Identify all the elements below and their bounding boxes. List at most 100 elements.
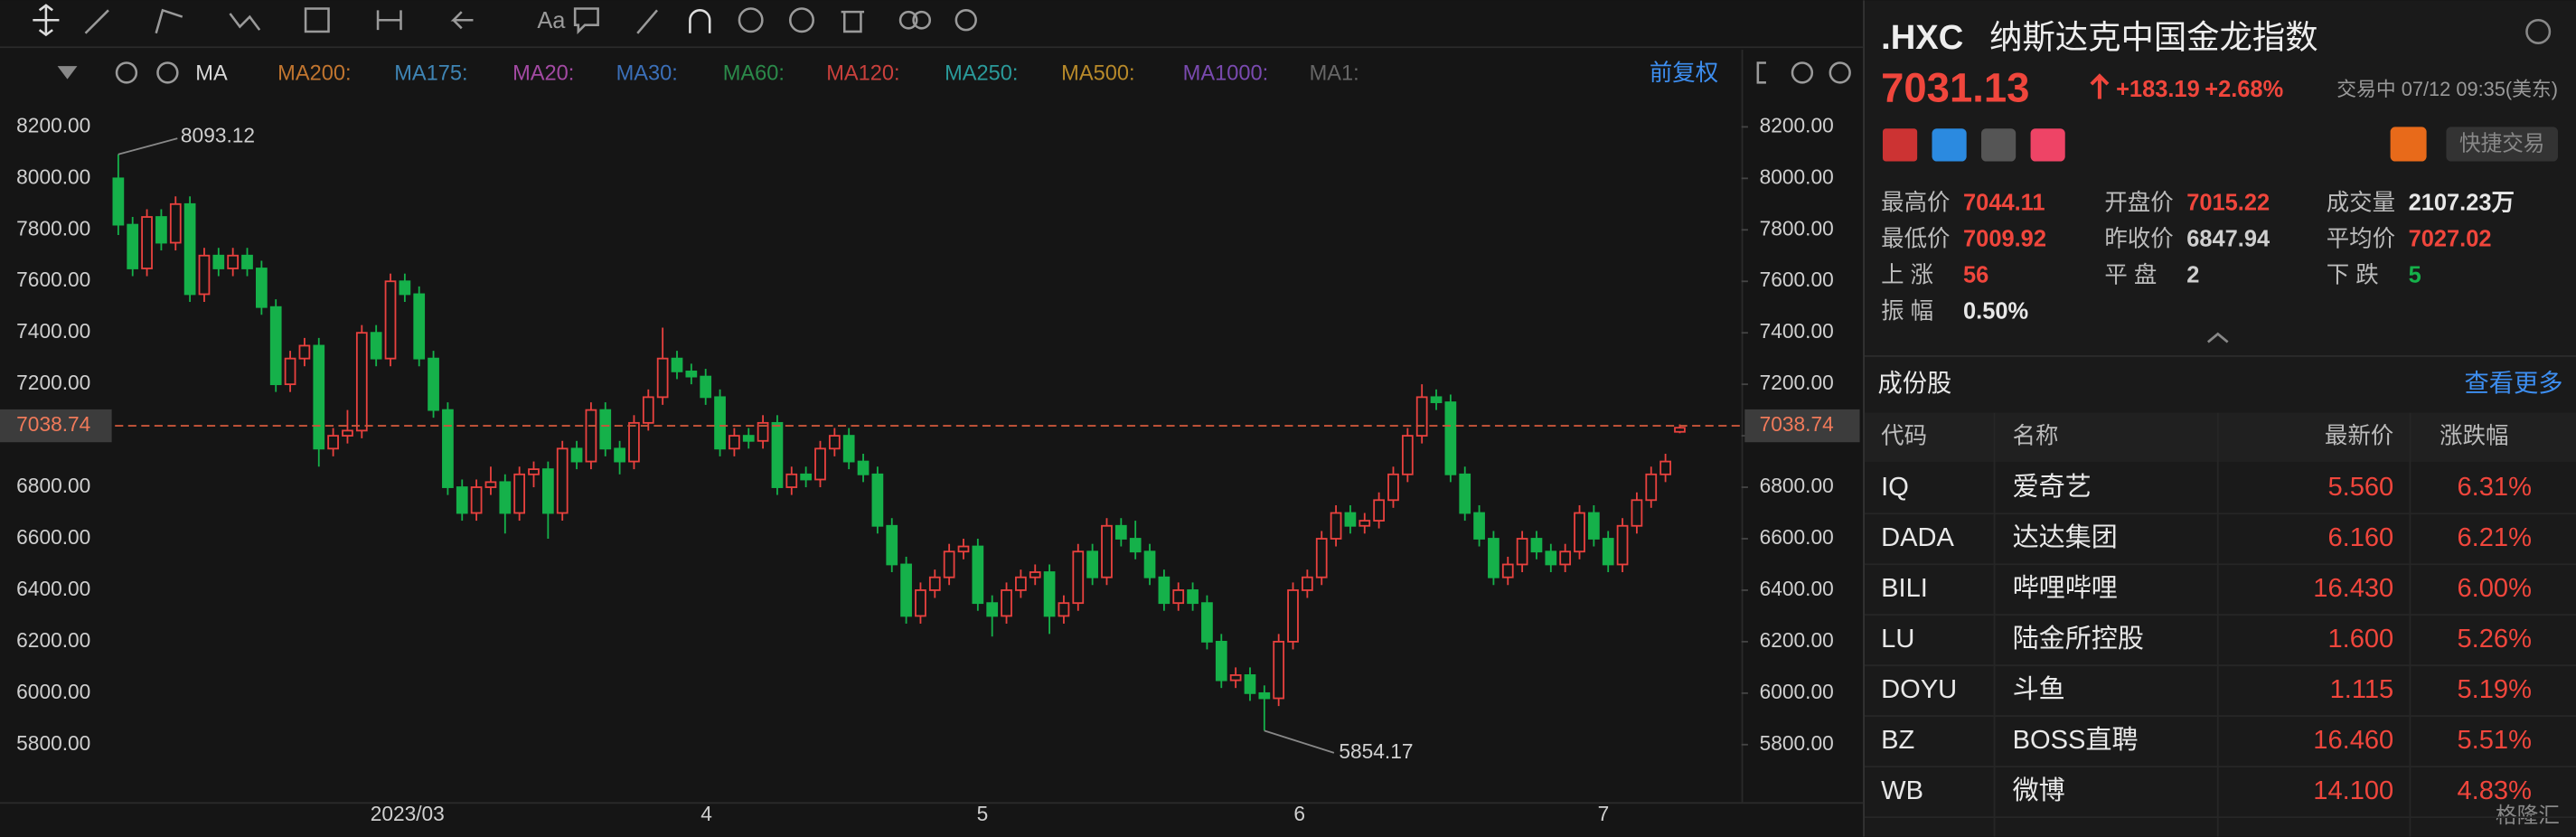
reset[interactable]: [1756, 61, 1766, 84]
watermark: 格隆汇: [2496, 804, 2560, 828]
candle-body: [1344, 512, 1357, 527]
low-annotation: 5854.17: [1339, 739, 1413, 763]
magnet-tool[interactable]: [689, 9, 711, 33]
candle-body: [1029, 571, 1041, 578]
candle-body: [428, 357, 439, 411]
table-cell: 14.100: [2313, 776, 2393, 805]
candle-body: [685, 370, 698, 378]
ma-legend: MA175:: [394, 61, 467, 85]
table-cell: 达达集团: [2013, 522, 2118, 552]
arrow-tool[interactable]: [450, 11, 474, 30]
index-name: 纳斯达克中国金龙指数: [1989, 19, 2317, 56]
line-tool[interactable]: [84, 9, 109, 34]
table-cell: 陆金所控股: [2013, 624, 2144, 654]
alert-icon[interactable]: [2390, 127, 2427, 162]
candle-body: [1574, 512, 1585, 553]
stat-label: 上 涨: [1881, 262, 1933, 287]
candle-body: [599, 409, 612, 450]
comment-tool[interactable]: [573, 7, 599, 35]
view-more[interactable]: 查看更多: [2464, 369, 2562, 397]
stat-value: 7015.22: [2186, 191, 2270, 216]
candle-body: [541, 468, 554, 514]
settings-tool[interactable]: [954, 9, 977, 32]
stat-label: 下 跌: [2327, 262, 2379, 287]
channel-tool[interactable]: [155, 8, 183, 34]
candle-body: [900, 563, 912, 617]
y-tick-label-right: 6000.00: [1760, 680, 1834, 703]
candle-body: [1530, 538, 1543, 553]
candle-body: [413, 293, 426, 360]
y-tick-label: 8000.00: [16, 165, 90, 188]
measure-tool[interactable]: [376, 10, 402, 31]
stat-label: 最高价: [1881, 191, 1950, 216]
stat-value: 6847.94: [2186, 227, 2270, 252]
ma-settings[interactable]: [115, 61, 138, 84]
candle-body: [1330, 512, 1342, 540]
candle-body: [742, 435, 755, 442]
candle-body: [814, 447, 826, 481]
candle-body: [1616, 524, 1629, 566]
lightning-icon[interactable]: [1932, 128, 1967, 162]
wave-tool[interactable]: [229, 13, 261, 31]
y-tick-label-right: 6200.00: [1760, 628, 1834, 652]
pen-tool[interactable]: [636, 9, 659, 34]
change-pct: +2.68%: [2205, 77, 2283, 102]
fib-tool[interactable]: [304, 7, 330, 33]
candle-body: [700, 375, 712, 399]
compare-tool[interactable]: [898, 10, 918, 30]
table-cell: 6.160: [2327, 523, 2393, 552]
ma-legend: MA250:: [945, 61, 1018, 85]
candle-body: [828, 435, 841, 450]
candle-body: [370, 332, 382, 360]
table-cell: DOYU: [1881, 675, 1957, 704]
note-icon[interactable]: [1981, 128, 2017, 162]
table-cell: 6.21%: [2457, 523, 2531, 552]
candle-body: [399, 280, 411, 296]
table-header-bg: [1864, 412, 2576, 463]
candle-body: [442, 409, 454, 488]
ma-legend: MA200:: [277, 61, 351, 85]
table-cell: 5.19%: [2457, 675, 2531, 704]
y-tick-label: 7800.00: [16, 216, 90, 240]
candle-body: [1473, 512, 1485, 540]
ma-legend: MA500:: [1061, 61, 1134, 85]
table-cell: 5.51%: [2457, 726, 2531, 755]
zoom-out[interactable]: [1791, 61, 1814, 84]
adjust-mode[interactable]: 前复权: [1650, 61, 1718, 86]
high-annotation-line: [118, 137, 178, 155]
collapse-toggle[interactable]: [57, 66, 78, 80]
table-cell: BZ: [1881, 726, 1914, 755]
favorite-icon[interactable]: [2030, 128, 2065, 162]
collapse-stats[interactable]: [2206, 332, 2229, 343]
candle-body: [1143, 550, 1156, 578]
table-header: 涨跌幅: [2440, 424, 2508, 449]
ma-close[interactable]: [156, 61, 179, 84]
y-tick-label: 6000.00: [16, 680, 90, 703]
move-tool[interactable]: [33, 4, 60, 37]
candle-body: [1501, 563, 1514, 578]
zoom-in[interactable]: [1829, 61, 1851, 84]
candle-body: [943, 550, 955, 578]
candle-body: [886, 524, 898, 566]
candle-body: [1072, 550, 1085, 605]
table-cell: 4.83%: [2457, 776, 2531, 805]
candle-body: [284, 357, 296, 386]
quick-trade-button[interactable]: 快捷交易: [2459, 132, 2544, 156]
candle-body: [1229, 674, 1242, 682]
candle-body: [1516, 538, 1528, 566]
candle-body: [212, 254, 225, 269]
candle-body: [384, 280, 397, 360]
candle-body: [556, 447, 569, 514]
candle-body: [1430, 396, 1443, 403]
panel-settings[interactable]: [2525, 18, 2552, 44]
us-flag: [1882, 128, 1918, 162]
y-tick-label: 6200.00: [16, 628, 90, 652]
delete-tool[interactable]: [841, 10, 865, 33]
candle-body: [1101, 524, 1113, 578]
quick-trade-button-bg[interactable]: [2446, 127, 2559, 162]
hide-tool[interactable]: [788, 7, 814, 33]
font-tool[interactable]: Aa: [537, 8, 566, 33]
candle-body: [1401, 435, 1414, 475]
candle-body: [355, 332, 368, 432]
lock-tool[interactable]: [738, 7, 764, 33]
